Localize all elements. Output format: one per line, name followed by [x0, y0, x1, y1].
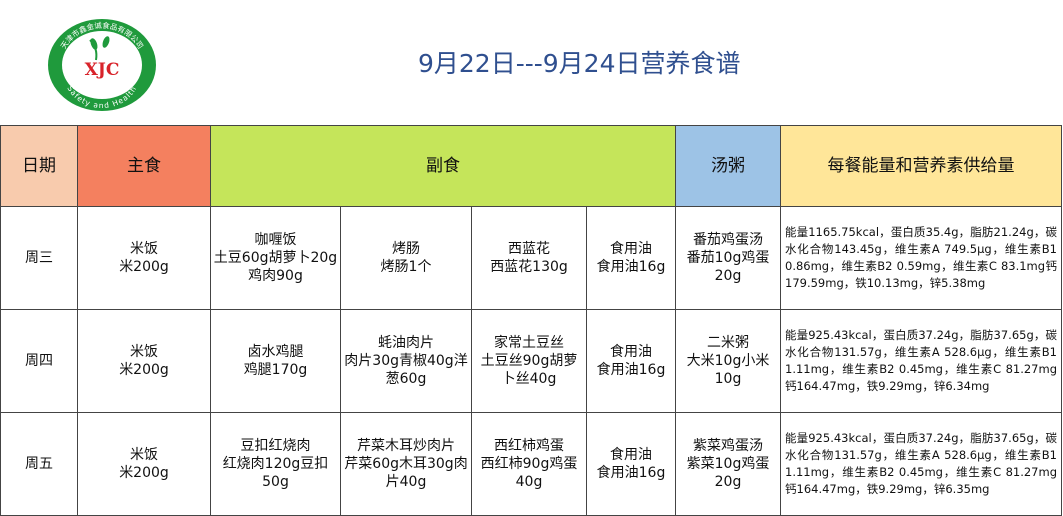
energy-cell: 能量925.43kcal，蛋白质37.24g，脂肪37.65g，碳水化合物131…: [780, 309, 1062, 413]
table-row: 周五 米饭米200g 豆扣红烧肉红烧肉120g豆扣50g 芹菜木耳炒肉片芹菜60…: [0, 412, 1062, 516]
dish-detail: 土豆60g胡萝卜20g鸡肉90g: [213, 250, 338, 284]
header-staple: 主食: [77, 125, 211, 207]
dish-detail: 土豆丝90g胡萝卜丝40g: [480, 353, 578, 387]
soup-cell: 紫菜鸡蛋汤紫菜10g鸡蛋20g: [675, 412, 781, 516]
day-cell: 周五: [0, 412, 78, 516]
dish-name: 番茄鸡蛋汤: [693, 232, 763, 248]
dish-name: 西红柿鸡蛋: [494, 438, 564, 454]
dish-detail: 烤肠1个: [380, 259, 432, 275]
header-date: 日期: [0, 125, 78, 207]
dish-name: 豆扣红烧肉: [240, 438, 311, 454]
dish-name: 芹菜木耳炒肉片: [357, 438, 455, 454]
dish-detail: 西蓝花130g: [490, 259, 568, 275]
dish-detail: 食用油16g: [596, 259, 666, 275]
dish-name: 蚝油肉片: [378, 335, 434, 351]
oil-cell: 食用油食用油16g: [586, 412, 676, 516]
header-soup: 汤粥: [675, 125, 781, 207]
soup-cell: 二米粥大米10g小米10g: [675, 309, 781, 413]
side-dish-cell: 芹菜木耳炒肉片芹菜60g木耳30g肉片40g: [340, 412, 472, 516]
side-dish-cell: 西红柿鸡蛋西红柿90g鸡蛋40g: [471, 412, 587, 516]
side-dish-cell: 咖喱饭土豆60g胡萝卜20g鸡肉90g: [210, 206, 341, 310]
header-row: 日期 主食 副食 汤粥 每餐能量和营养素供给量: [0, 125, 1062, 207]
dish-detail: 芹菜60g木耳30g肉片40g: [344, 456, 468, 490]
dish-name: 米饭: [130, 344, 158, 360]
dish-name: 紫菜鸡蛋汤: [693, 438, 763, 454]
dish-name: 咖喱饭: [254, 232, 297, 248]
dish-name: 二米粥: [707, 335, 749, 351]
day-cell: 周四: [0, 309, 78, 413]
dish-name: 食用油: [610, 447, 652, 463]
dish-name: 卤水鸡腿: [247, 344, 304, 360]
side-dish-cell: 西蓝花西蓝花130g: [471, 206, 587, 310]
dish-detail: 番茄10g鸡蛋20g: [686, 250, 770, 284]
company-logo: 天津市鑫金诚食品有限公司 Safety and Health XJC: [46, 18, 158, 112]
dish-detail: 紫菜10g鸡蛋20g: [686, 456, 770, 490]
logo-initials: XJC: [85, 60, 120, 80]
dish-name: 食用油: [610, 344, 652, 360]
soup-cell: 番茄鸡蛋汤番茄10g鸡蛋20g: [675, 206, 781, 310]
dish-detail: 米200g: [119, 259, 169, 275]
header-energy: 每餐能量和营养素供给量: [780, 125, 1062, 207]
dish-name: 食用油: [610, 241, 652, 257]
table-row: 周四 米饭米200g 卤水鸡腿鸡腿170g 蚝油肉片肉片30g青椒40g洋葱60…: [0, 309, 1062, 413]
dish-detail: 米200g: [119, 362, 169, 378]
dish-detail: 鸡腿170g: [243, 362, 308, 378]
staple-cell: 米饭米200g: [77, 412, 211, 516]
energy-cell: 能量925.43kcal，蛋白质37.24g，脂肪37.65g，碳水化合物131…: [780, 412, 1062, 516]
side-dish-cell: 家常土豆丝土豆丝90g胡萝卜丝40g: [471, 309, 587, 413]
side-dish-cell: 烤肠烤肠1个: [340, 206, 472, 310]
dish-name: 米饭: [130, 447, 158, 463]
dish-detail: 食用油16g: [596, 362, 666, 378]
dish-name: 米饭: [130, 241, 158, 257]
table-row: 周三 米饭米200g 咖喱饭土豆60g胡萝卜20g鸡肉90g 烤肠烤肠1个 西蓝…: [0, 206, 1062, 310]
dish-detail: 红烧肉120g豆扣50g: [222, 456, 329, 490]
dish-detail: 大米10g小米10g: [686, 353, 770, 387]
dish-name: 西蓝花: [508, 241, 550, 257]
oil-cell: 食用油食用油16g: [586, 309, 676, 413]
energy-cell: 能量1165.75kcal，蛋白质35.4g，脂肪21.24g，碳水化合物143…: [780, 206, 1062, 310]
staple-cell: 米饭米200g: [77, 206, 211, 310]
header-side: 副食: [210, 125, 676, 207]
side-dish-cell: 蚝油肉片肉片30g青椒40g洋葱60g: [340, 309, 472, 413]
dish-name: 烤肠: [392, 241, 420, 257]
dish-detail: 食用油16g: [596, 465, 666, 481]
page-title: 9月22日---9月24日营养食谱: [418, 49, 741, 78]
staple-cell: 米饭米200g: [77, 309, 211, 413]
dish-detail: 西红柿90g鸡蛋40g: [480, 456, 578, 490]
dish-name: 家常土豆丝: [494, 335, 564, 351]
oil-cell: 食用油食用油16g: [586, 206, 676, 310]
dish-detail: 米200g: [119, 465, 169, 481]
menu-table: 日期 主食 副食 汤粥 每餐能量和营养素供给量 周三 米饭 米200g 咖喱饭 土豆…: [0, 125, 1062, 516]
day-cell: 周三: [0, 206, 78, 310]
side-dish-cell: 卤水鸡腿鸡腿170g: [210, 309, 341, 413]
side-dish-cell: 豆扣红烧肉红烧肉120g豆扣50g: [210, 412, 341, 516]
dish-detail: 肉片30g青椒40g洋葱60g: [344, 353, 468, 387]
